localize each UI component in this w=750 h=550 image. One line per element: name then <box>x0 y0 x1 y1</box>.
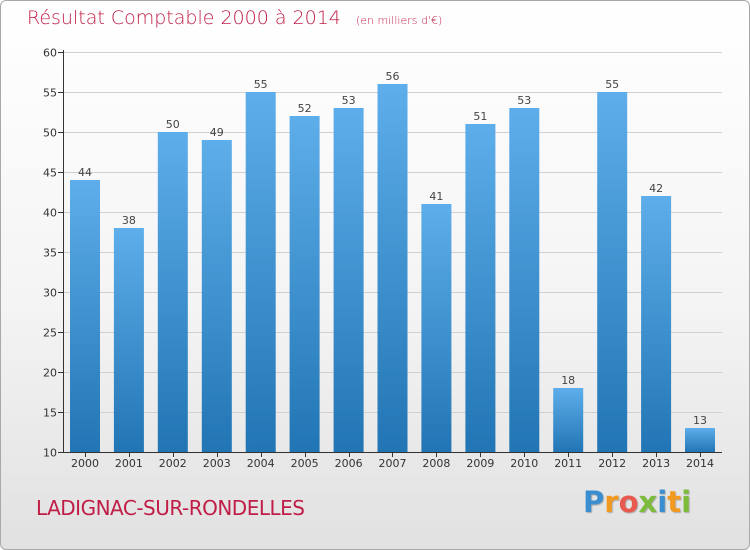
bars: 44 38 50 49 55 52 53 56 41 51 53 18 55 42 13 <box>70 70 715 452</box>
logo-letter: o <box>618 485 639 519</box>
x-tick-label: 2009 <box>466 457 494 470</box>
y-tick-label: 60 <box>43 47 57 60</box>
y-tick-label: 30 <box>43 287 57 300</box>
bar <box>333 108 364 452</box>
logo-letter: r <box>604 485 619 519</box>
bar-value-label: 53 <box>342 94 356 107</box>
x-tick-label: 2014 <box>686 457 714 470</box>
bar-value-label: 55 <box>605 78 619 91</box>
x-tick-label: 2001 <box>115 457 143 470</box>
y-tick-label: 25 <box>43 327 57 340</box>
logo-letter: x <box>638 485 658 519</box>
bar-value-label: 13 <box>693 414 707 427</box>
chart-title: Résultat Comptable 2000 à 2014 (en milli… <box>27 7 442 29</box>
y-tick-label: 10 <box>43 447 57 460</box>
y-tick-label: 55 <box>43 87 57 100</box>
bar-value-label: 50 <box>166 118 180 131</box>
y-tick-label: 50 <box>43 127 57 140</box>
bar <box>157 132 188 452</box>
bar <box>465 124 496 452</box>
bar <box>201 140 232 452</box>
logo-letter: i <box>681 485 692 519</box>
bar-value-label: 44 <box>78 166 92 179</box>
x-tick-label: 2011 <box>554 457 582 470</box>
logo-letter: P <box>583 485 605 519</box>
bar <box>245 92 276 452</box>
bar-value-label: 38 <box>122 214 136 227</box>
logo-letter: i <box>657 485 668 519</box>
x-tick-label: 2006 <box>335 457 363 470</box>
bar <box>685 428 715 452</box>
x-tick-label: 2003 <box>203 457 231 470</box>
chart-unit: (en milliers d'€) <box>355 14 443 27</box>
bar <box>70 180 100 452</box>
bar-value-label: 52 <box>298 102 312 115</box>
bar <box>113 228 144 452</box>
bar-value-label: 41 <box>429 190 443 203</box>
x-tick-label: 2004 <box>247 457 275 470</box>
y-tick-label: 15 <box>43 407 57 420</box>
bar-value-label: 51 <box>473 110 487 123</box>
x-tick-label: 2005 <box>291 457 319 470</box>
x-tick-label: 2012 <box>598 457 626 470</box>
bar <box>597 92 628 452</box>
x-tick-label: 2008 <box>422 457 450 470</box>
x-tick-label: 2007 <box>379 457 407 470</box>
bar-value-label: 49 <box>210 126 224 139</box>
chart-title-text: Résultat Comptable 2000 à 2014 <box>27 7 341 29</box>
bar <box>289 116 320 452</box>
y-tick-label: 40 <box>43 207 57 220</box>
y-tick-label: 20 <box>43 367 57 380</box>
bar-value-label: 56 <box>386 70 400 83</box>
bar <box>421 204 452 452</box>
bar <box>509 108 540 452</box>
x-tick-label: 2010 <box>510 457 538 470</box>
bar-value-label: 53 <box>517 94 531 107</box>
bar-value-label: 18 <box>561 374 575 387</box>
x-tick-label: 2013 <box>642 457 670 470</box>
bar <box>641 196 672 452</box>
y-tick-label: 35 <box>43 247 57 260</box>
x-tick-label: 2000 <box>71 457 99 470</box>
axes: 10 15 20 25 30 35 40 45 50 55 60 2000 2001 2002 2003 20… <box>43 47 722 470</box>
logo-letter: t <box>667 485 682 519</box>
bar-value-label: 42 <box>649 182 663 195</box>
bar <box>553 388 584 452</box>
y-tick-label: 45 <box>43 167 57 180</box>
x-tick-label: 2002 <box>159 457 187 470</box>
bar <box>377 84 408 452</box>
commune-name: LADIGNAC-SUR-RONDELLES <box>36 496 305 520</box>
bar-value-label: 55 <box>254 78 268 91</box>
proxiti-logo[interactable]: Proxiti <box>583 485 691 519</box>
